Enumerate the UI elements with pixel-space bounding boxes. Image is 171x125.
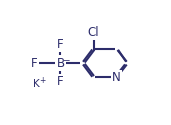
Text: N: N <box>112 71 121 84</box>
Text: Cl: Cl <box>88 26 99 39</box>
Text: B: B <box>56 57 64 70</box>
Text: +: + <box>39 76 45 85</box>
Text: F: F <box>57 75 64 88</box>
Text: F: F <box>31 57 38 70</box>
Text: −: − <box>62 55 69 64</box>
Text: F: F <box>57 38 64 51</box>
Text: K: K <box>33 79 40 89</box>
